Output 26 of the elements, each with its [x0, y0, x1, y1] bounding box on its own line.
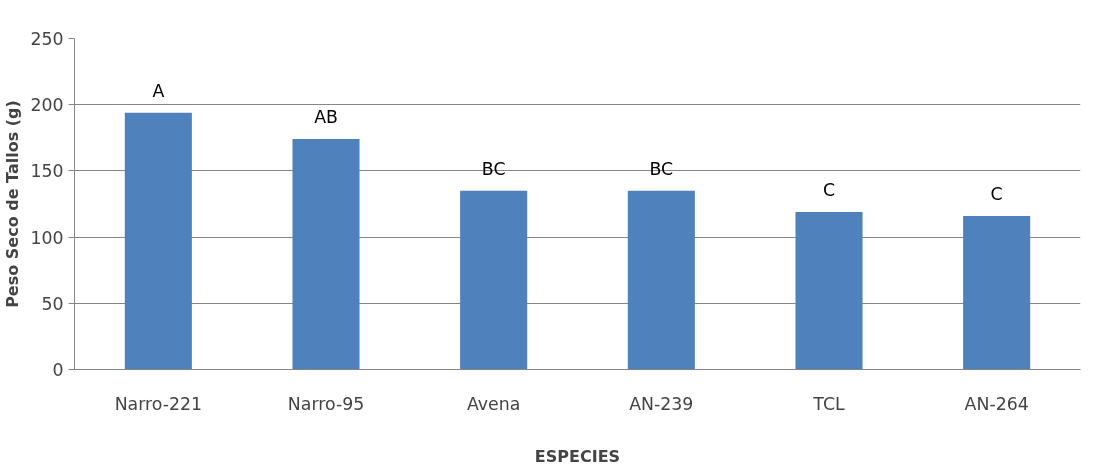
y-tick-label: 150	[30, 161, 64, 182]
annotation: A	[152, 80, 165, 101]
y-axis-title: Peso Seco de Tallos (g)	[3, 100, 23, 308]
y-tick-label: 250	[30, 29, 64, 49]
x-tick-label: AN-264	[964, 393, 1029, 414]
annotation: C	[990, 183, 1003, 204]
bar	[460, 190, 528, 370]
x-axis-title: ESPECIES	[534, 446, 621, 466]
y-tick-label: 0	[52, 360, 64, 380]
y-tick-label: 200	[30, 95, 64, 116]
annotation: AB	[314, 107, 338, 128]
x-tick-label: AN-239	[629, 393, 694, 414]
bar	[963, 215, 1031, 370]
annotation: C	[822, 179, 836, 200]
x-tick-label: TCL	[812, 393, 846, 414]
bar	[292, 139, 360, 370]
y-tick-label: 100	[30, 227, 64, 248]
annotation: BC	[649, 158, 674, 179]
bar	[795, 211, 863, 370]
bar	[627, 190, 695, 370]
x-tick-label: Narro-95	[287, 393, 365, 414]
annotation: BC	[481, 158, 506, 179]
x-tick-label: Narro-221	[114, 393, 203, 414]
x-tick-label: Avena	[466, 393, 521, 414]
y-tick-label: 50	[41, 293, 64, 314]
bar	[124, 112, 192, 370]
